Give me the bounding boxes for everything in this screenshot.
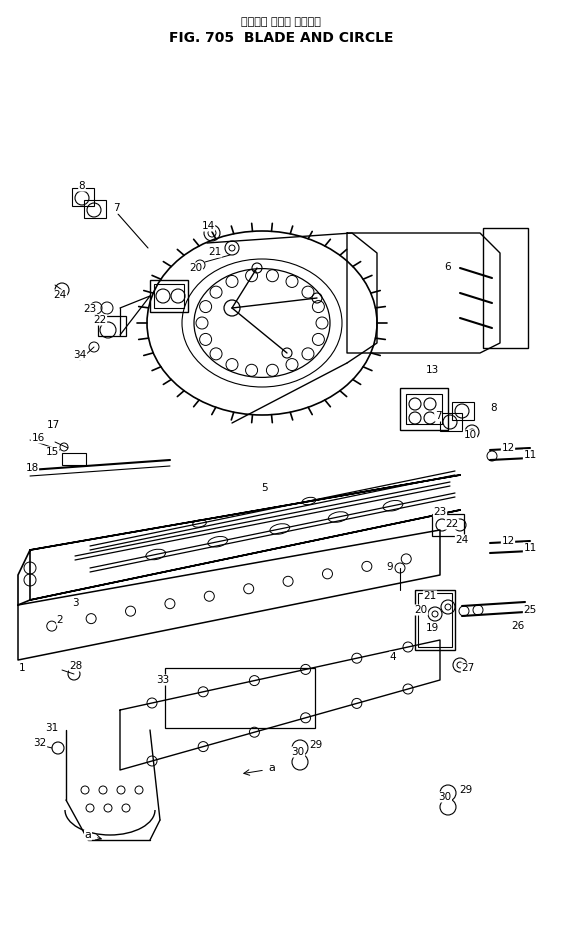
Text: 26: 26 bbox=[511, 621, 524, 631]
Text: 30: 30 bbox=[292, 747, 305, 757]
Bar bbox=[440, 413, 462, 431]
Text: 30: 30 bbox=[438, 792, 451, 802]
Bar bbox=[418, 593, 452, 647]
Bar bbox=[415, 590, 455, 650]
Text: 29: 29 bbox=[459, 785, 473, 795]
Text: 19: 19 bbox=[425, 623, 438, 633]
Bar bbox=[150, 280, 188, 312]
Bar bbox=[406, 394, 442, 424]
Text: 8: 8 bbox=[491, 403, 497, 413]
Text: 18: 18 bbox=[25, 463, 39, 473]
Text: 4: 4 bbox=[389, 652, 396, 662]
Text: 7: 7 bbox=[113, 203, 119, 213]
Bar bbox=[165, 668, 315, 728]
Text: 11: 11 bbox=[523, 450, 537, 460]
Text: 5: 5 bbox=[262, 483, 268, 493]
Text: 21: 21 bbox=[209, 247, 221, 257]
Text: 6: 6 bbox=[445, 262, 451, 272]
Text: 13: 13 bbox=[425, 365, 438, 375]
Bar bbox=[72, 188, 94, 206]
Bar bbox=[483, 228, 528, 348]
Text: 1: 1 bbox=[19, 663, 25, 673]
Bar bbox=[154, 284, 184, 308]
Text: 20: 20 bbox=[189, 263, 202, 273]
Text: 22: 22 bbox=[445, 519, 459, 529]
Bar bbox=[62, 453, 86, 465]
Bar bbox=[98, 316, 126, 336]
Text: 7: 7 bbox=[434, 411, 441, 421]
Text: 15: 15 bbox=[46, 447, 58, 457]
Text: 12: 12 bbox=[501, 443, 515, 453]
Text: 22: 22 bbox=[93, 315, 107, 325]
Text: ブレード および サークル: ブレード および サークル bbox=[241, 17, 321, 27]
Text: 28: 28 bbox=[69, 661, 83, 671]
Text: 9: 9 bbox=[387, 562, 393, 572]
Text: 33: 33 bbox=[156, 675, 170, 685]
Text: 3: 3 bbox=[72, 598, 78, 608]
Text: 17: 17 bbox=[47, 420, 60, 430]
Text: a: a bbox=[84, 830, 92, 840]
Text: a: a bbox=[269, 763, 275, 773]
Text: 12: 12 bbox=[501, 536, 515, 546]
Bar bbox=[84, 200, 106, 218]
Text: 20: 20 bbox=[414, 605, 428, 615]
Text: 32: 32 bbox=[33, 738, 47, 748]
Text: 29: 29 bbox=[309, 740, 323, 750]
Bar bbox=[452, 402, 474, 420]
Text: 21: 21 bbox=[423, 591, 437, 601]
Text: 31: 31 bbox=[46, 723, 58, 733]
Text: 23: 23 bbox=[83, 304, 97, 314]
Text: 25: 25 bbox=[523, 605, 537, 615]
Text: 16: 16 bbox=[31, 433, 44, 443]
Text: 34: 34 bbox=[74, 350, 87, 360]
Text: 23: 23 bbox=[433, 507, 447, 517]
Text: 2: 2 bbox=[57, 615, 64, 625]
Text: FIG. 705  BLADE AND CIRCLE: FIG. 705 BLADE AND CIRCLE bbox=[169, 31, 393, 45]
Text: 10: 10 bbox=[464, 430, 477, 440]
Text: 24: 24 bbox=[455, 535, 469, 545]
Text: 11: 11 bbox=[523, 543, 537, 553]
Text: 8: 8 bbox=[79, 181, 85, 191]
Text: 27: 27 bbox=[461, 663, 475, 673]
Text: 14: 14 bbox=[201, 221, 215, 231]
Text: 24: 24 bbox=[53, 290, 67, 300]
Bar bbox=[432, 514, 464, 536]
Bar bbox=[400, 388, 448, 430]
